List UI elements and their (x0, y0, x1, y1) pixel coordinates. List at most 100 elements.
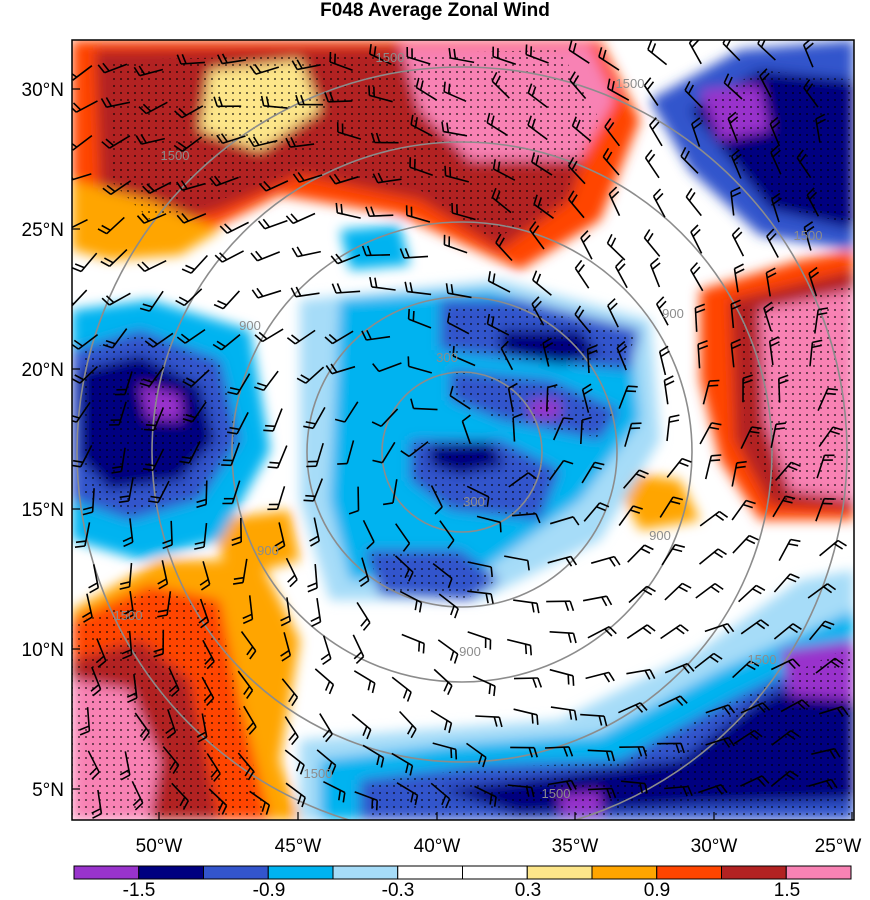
wind-barb (664, 662, 695, 674)
wind-barb (131, 780, 144, 811)
wind-barb (507, 638, 532, 656)
wind-barb (702, 379, 720, 405)
wind-barb (467, 561, 493, 577)
stipple-center (368, 305, 635, 598)
wind-barb (153, 629, 165, 658)
wind-barb (507, 382, 518, 413)
wind-barb (291, 246, 321, 258)
wind-barb (643, 77, 659, 106)
wind-barb (410, 398, 438, 411)
wind-barb (773, 573, 800, 593)
wind-barb (214, 250, 244, 263)
wind-barb (531, 152, 553, 176)
wind-barb (254, 328, 284, 343)
wind-barb (768, 336, 780, 366)
wind-barb (102, 180, 132, 196)
wind-barb (306, 442, 324, 468)
wind-barb (531, 296, 545, 326)
wind-barb (396, 782, 419, 806)
wind-barb (250, 250, 280, 262)
wind-barb (661, 543, 685, 566)
wind-barb (486, 313, 510, 336)
wind-barb (135, 133, 165, 145)
wind-barb (171, 782, 190, 810)
wind-barb (441, 121, 468, 137)
wind-barb (394, 555, 414, 582)
wind-barb (581, 383, 593, 413)
wind-barb (495, 233, 513, 262)
wind-barb (399, 248, 429, 259)
wind-barb (815, 657, 844, 674)
wind-barb (148, 480, 170, 504)
wind-barb (209, 175, 239, 187)
wind-barb (770, 770, 799, 787)
wind-barb (267, 486, 286, 511)
wind-barb (372, 362, 402, 373)
wind-barb (179, 441, 201, 464)
wind-barb (757, 40, 776, 61)
wind-barb (704, 622, 735, 634)
wind-barb (513, 677, 543, 688)
y-axis-label: 10°N (22, 640, 64, 661)
wind-barb (771, 192, 782, 223)
wind-barb (303, 407, 326, 430)
wind-barb (770, 658, 801, 671)
range-ring-labels: 300 300 900 900 900 900 900 1500 1500 1500 1500 150… (114, 50, 823, 801)
wind-barb (466, 485, 490, 507)
wind-barb (443, 234, 468, 254)
wind-barb (803, 221, 815, 251)
wind-barb (569, 71, 587, 100)
orange-patch-mid (210, 510, 300, 580)
wind-barb (182, 401, 207, 423)
wind-barb (740, 702, 771, 714)
wind-barb (295, 94, 324, 106)
wind-barb (222, 480, 241, 505)
wind-barb (433, 668, 453, 696)
range-ring-label: 300 (463, 494, 485, 509)
wind-barb (369, 43, 392, 66)
wind-barb (666, 457, 692, 478)
wind-barb (546, 600, 575, 611)
wind-barb (727, 111, 739, 142)
wind-barb (310, 597, 322, 628)
wind-barb (548, 459, 574, 481)
wind-barb (574, 305, 592, 334)
wind-barb (348, 486, 360, 515)
wind-barb (626, 624, 656, 639)
wind-barb (730, 149, 742, 179)
wind-barb (663, 375, 675, 405)
stipple-ne (690, 70, 854, 225)
x-axis-label: 25°W (815, 836, 862, 857)
stipple-significance (72, 50, 854, 815)
wind-barb (406, 46, 431, 65)
wind-barbs (72, 40, 849, 819)
wind-barb (690, 262, 704, 292)
wind-barb (404, 281, 432, 296)
wind-barb (74, 522, 91, 548)
wind-barb (658, 345, 670, 376)
wind-barb (730, 338, 742, 368)
colorbar-label: 1.5 (774, 880, 800, 900)
colorbar-swatch (721, 865, 787, 880)
wind-barb (284, 716, 299, 746)
colorbar-swatch (656, 865, 722, 880)
wind-barb (621, 780, 648, 794)
wind-barb (323, 780, 346, 803)
wind-barb (319, 713, 333, 743)
wind-barb (472, 675, 496, 697)
wind-barb (134, 712, 150, 741)
wind-barb (552, 417, 574, 441)
wind-barb (369, 276, 396, 291)
map-title: F048 Average Zonal Wind (320, 0, 550, 21)
x-axis-label: 45°W (275, 836, 322, 857)
wind-barb (90, 666, 102, 697)
colorbar-label: -1.5 (123, 880, 156, 900)
wind-barb (213, 290, 240, 310)
wind-barb (486, 112, 509, 137)
wind-barb (474, 785, 497, 807)
wind-barb (285, 782, 306, 808)
wind-barb (82, 488, 95, 516)
wind-barb (430, 485, 443, 515)
wind-barb (618, 505, 643, 526)
wind-barb (123, 590, 135, 621)
